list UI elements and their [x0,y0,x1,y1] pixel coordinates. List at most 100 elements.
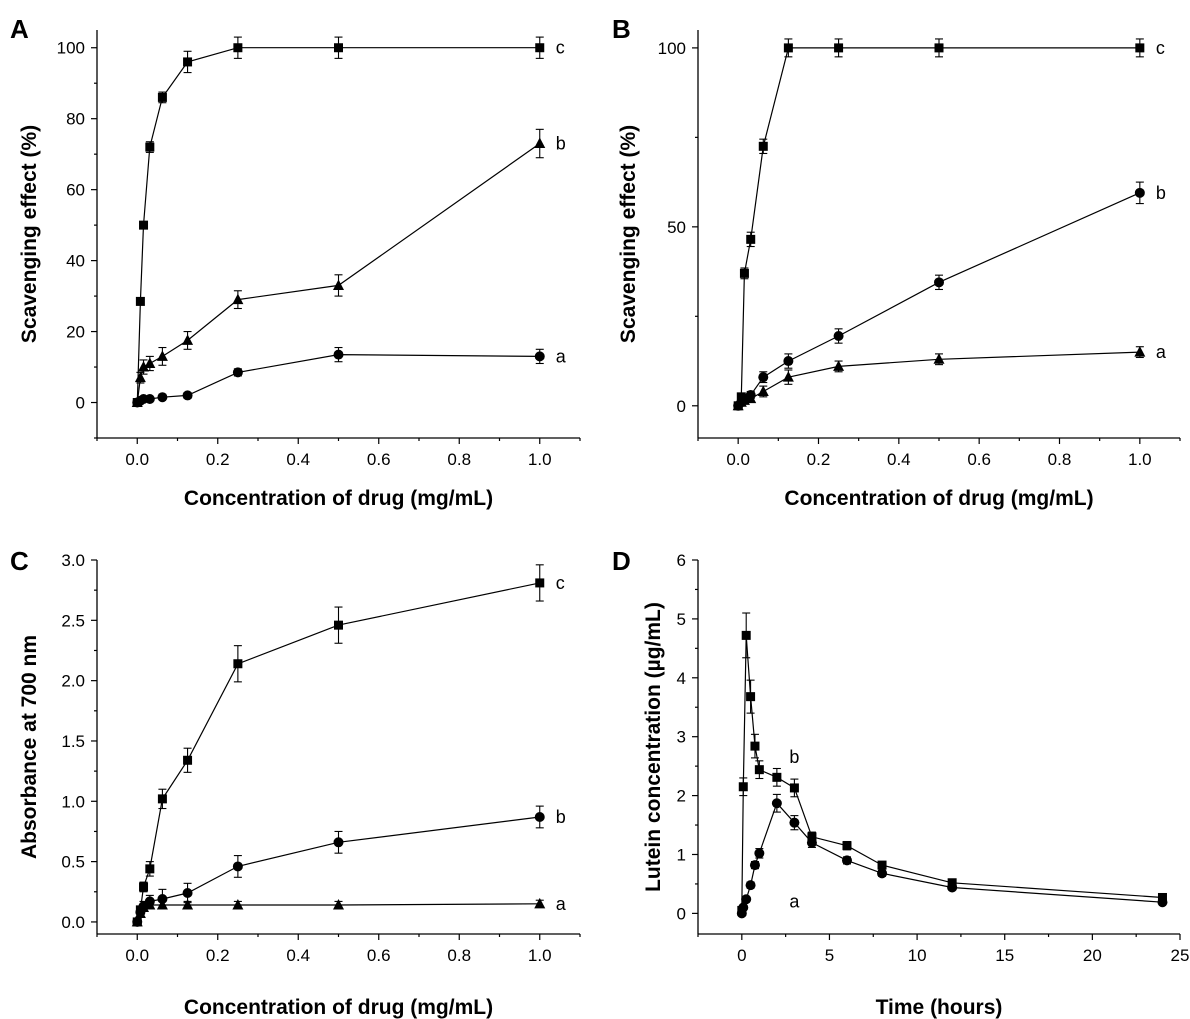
data-point [758,141,768,151]
y-tick-label: 0.5 [61,853,85,872]
data-point [232,861,243,872]
data-point [157,794,167,804]
y-tick-label: 0 [677,904,686,923]
y-tick-label: 1.0 [61,792,85,811]
x-tick-label: 0.2 [206,946,230,965]
data-point [1134,187,1145,198]
series-label: a [789,891,800,911]
x-tick-label: 1.0 [528,450,552,469]
data-point [333,899,344,910]
series-a: a [736,793,1168,919]
data-point [771,798,782,809]
y-tick-label: 0.0 [61,913,85,932]
y-tick-label: 40 [66,252,85,271]
data-point [182,899,194,910]
data-point [138,361,150,372]
x-axis-title: Concentration of drug (mg/mL) [184,487,493,510]
data-point [1134,346,1146,357]
data-point [754,848,765,859]
panel-b: B 0 50 100 0.0 0.2 0.4 0.6 0.8 1.0 Concentration o… [612,14,1181,510]
y-axis-title: Lutein concentration (µg/mL) [642,602,665,892]
x-tick-label: 20 [1083,946,1102,965]
data-point [1157,897,1168,908]
data-point [183,755,193,765]
y-axis-title: Scavenging effect (%) [18,125,41,343]
series-b: b [737,612,1167,915]
data-point [741,630,751,640]
y-tick-label: 50 [667,218,686,237]
series-label: c [1156,38,1165,58]
panel-letter: B [612,14,631,44]
data-point [746,234,756,244]
data-point [833,360,845,371]
data-point [334,620,343,630]
x-tick-label: 0.4 [286,946,310,965]
data-point [745,880,756,891]
data-point [754,765,764,775]
data-point [758,372,769,383]
x-tick-label: 5 [825,946,834,965]
series-label: a [556,346,567,366]
y-tick-label: 2 [677,787,686,806]
data-point [135,296,145,306]
data-point [333,349,344,360]
data-point [144,357,156,368]
y-tick-label: 0 [76,394,85,413]
series-line [737,192,1141,407]
data-point [1135,43,1145,53]
data-point [782,371,794,382]
data-point [232,367,243,378]
data-point [139,220,149,230]
x-tick-label: 0.8 [1048,450,1072,469]
data-point [933,353,945,364]
x-tick-label: 0.6 [367,450,391,469]
data-point [232,293,244,305]
data-point [834,43,844,53]
x-tick-label: 1.0 [1128,450,1152,469]
data-point [333,837,344,848]
y-tick-label: 3.0 [61,551,85,570]
data-point [739,268,749,278]
data-point [182,334,194,345]
series-a: a [732,342,1167,411]
data-point [750,741,760,751]
y-tick-label: 80 [66,110,85,129]
x-tick-label: 0.0 [726,450,750,469]
data-point [934,43,944,53]
data-point [772,772,782,782]
data-point [144,899,156,910]
series-b: b [132,805,566,927]
data-point [182,887,193,898]
data-point [535,578,545,588]
x-tick-label: 0.0 [125,946,149,965]
y-tick-label: 1.5 [61,732,85,751]
y-tick-label: 60 [66,181,85,200]
series-label: b [556,134,566,154]
series-label: b [789,747,799,767]
series-label: a [1156,342,1167,362]
y-tick-label: 0 [677,397,686,416]
data-point [738,902,749,913]
y-axis-title: Absorbance at 700 nm [18,635,41,859]
data-point [806,837,817,848]
series-line [741,802,1163,914]
data-point [131,915,143,927]
y-tick-label: 4 [677,669,686,688]
x-tick-label: 0.4 [887,450,911,469]
series-a: a [131,894,567,927]
series-b: b [131,128,566,408]
x-tick-label: 0.4 [286,450,310,469]
data-point [183,57,193,67]
data-point [232,899,244,910]
series-line [136,143,541,403]
data-point [841,855,852,866]
y-tick-label: 6 [677,551,686,570]
x-tick-label: 0.8 [447,450,471,469]
data-point [738,782,748,792]
y-tick-label: 100 [658,39,686,58]
data-point [842,841,852,851]
series-label: c [556,38,565,58]
data-point [783,43,793,53]
data-point [139,882,149,892]
x-tick-label: 0.2 [807,450,831,469]
